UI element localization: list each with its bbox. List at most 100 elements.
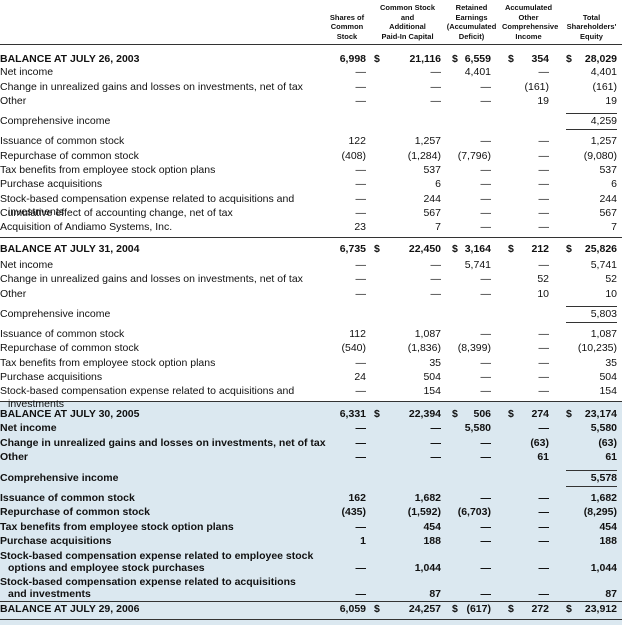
row-label: Repurchase of common stock (0, 506, 150, 518)
cell-value: (1,284) (407, 150, 441, 162)
cell-value: 122 (348, 135, 366, 147)
cell-value: $ 21,116 (374, 53, 441, 65)
row-label: BALANCE AT JULY 30, 2005 (0, 408, 140, 420)
cell-value: $ 24,257 (374, 603, 441, 615)
row-label: Other (0, 288, 27, 300)
row-label: Net income (0, 259, 54, 271)
row-label: Repurchase of common stock (0, 150, 139, 162)
row-label: Issuance of common stock (0, 135, 125, 147)
cell-value: 567 (599, 207, 617, 219)
cell-value: — (430, 273, 442, 285)
cell-value: 188 (599, 535, 617, 547)
cell-value: 1,257 (414, 135, 441, 147)
cell-value: — (538, 342, 550, 354)
cell-value: — (355, 178, 367, 190)
cell-value: 244 (599, 193, 617, 205)
row-label: Other (0, 451, 29, 463)
cell-value: $ (617) (452, 603, 491, 615)
cell-value: — (538, 221, 550, 233)
cell-value: — (538, 521, 550, 533)
cell-value: 4,401 (464, 66, 491, 78)
cell-value: — (538, 422, 550, 434)
cell-value: (10,235) (577, 342, 617, 354)
cell-value: — (430, 95, 442, 107)
rule-line (0, 237, 622, 238)
cell-value: — (355, 422, 367, 434)
row-label: Purchase acquisitions (0, 535, 112, 547)
cell-value: — (430, 451, 442, 463)
cell-value: — (355, 95, 367, 107)
cell-value: 1,087 (414, 328, 441, 340)
cell-value: — (538, 259, 550, 271)
cell-value: $ 28,029 (566, 53, 617, 65)
cell-value: 567 (423, 207, 441, 219)
cell-value: — (480, 95, 492, 107)
cell-value: $ 23,912 (566, 603, 617, 615)
cell-value: 10 (537, 288, 549, 300)
rule-line (566, 306, 617, 307)
row-label: Comprehensive income (0, 472, 119, 484)
cell-value: $ 274 (508, 408, 549, 420)
cell-value: — (355, 273, 367, 285)
cell-value: — (480, 288, 492, 300)
cell-value: — (538, 207, 550, 219)
cell-value: 504 (599, 371, 617, 383)
cell-value: 537 (423, 164, 441, 176)
row-label: Stock-based compensation expense related… (0, 549, 314, 575)
cell-value: — (538, 492, 550, 504)
row-label: BALANCE AT JULY 29, 2006 (0, 603, 140, 615)
cell-value: — (480, 81, 492, 93)
cell-value: — (480, 193, 492, 205)
cell-value: — (430, 422, 442, 434)
cell-value: — (355, 562, 367, 574)
cell-value: (9,080) (583, 150, 617, 162)
cell-value: 188 (423, 535, 441, 547)
cell-value: — (355, 357, 367, 369)
cell-value: — (538, 193, 550, 205)
cell-value: $ 506 (452, 408, 491, 420)
row-label: Stock-based compensation expense related… (0, 575, 296, 601)
cell-value: — (430, 259, 442, 271)
cell-value: — (480, 221, 492, 233)
cell-value: — (480, 135, 492, 147)
cell-value: (408) (341, 150, 366, 162)
rule-line (566, 129, 617, 130)
cell-value: — (480, 562, 492, 574)
cell-value: $ 22,394 (374, 408, 441, 420)
cell-value: 1 (360, 535, 366, 547)
cell-value: 6 (611, 178, 617, 190)
row-label: Change in unrealized gains and losses on… (0, 437, 326, 449)
cell-value: — (355, 207, 367, 219)
cell-value: $ 272 (508, 603, 549, 615)
cell-value: 7 (435, 221, 441, 233)
column-header: Total Shareholders' Equity (566, 12, 617, 41)
cell-value: — (538, 135, 550, 147)
cell-value: — (480, 357, 492, 369)
row-label: Purchase acquisitions (0, 178, 103, 190)
cell-value: — (538, 150, 550, 162)
cell-value: 6,331 (339, 408, 366, 420)
cell-value: 6,998 (339, 53, 366, 65)
cell-value: — (355, 66, 367, 78)
rule-line (0, 601, 622, 602)
cell-value: — (480, 492, 492, 504)
row-label: Comprehensive income (0, 308, 111, 320)
rule-line (566, 470, 617, 471)
rule-line (566, 113, 617, 114)
cell-value: (6,703) (457, 506, 491, 518)
cell-value: 87 (605, 588, 617, 600)
cell-value: 154 (599, 385, 617, 397)
cell-value: 244 (423, 193, 441, 205)
cell-value: 6,059 (339, 603, 366, 615)
row-label: Net income (0, 422, 57, 434)
cell-value: $ 25,826 (566, 243, 617, 255)
row-label: Issuance of common stock (0, 492, 135, 504)
cell-value: 4,259 (590, 115, 617, 127)
cell-value: — (538, 535, 550, 547)
cell-value: (1,592) (407, 506, 441, 518)
row-label: BALANCE AT JULY 31, 2004 (0, 243, 140, 255)
cell-value: 52 (605, 273, 617, 285)
cell-value: — (355, 451, 367, 463)
row-label: Comprehensive income (0, 115, 111, 127)
cell-value: — (538, 385, 550, 397)
